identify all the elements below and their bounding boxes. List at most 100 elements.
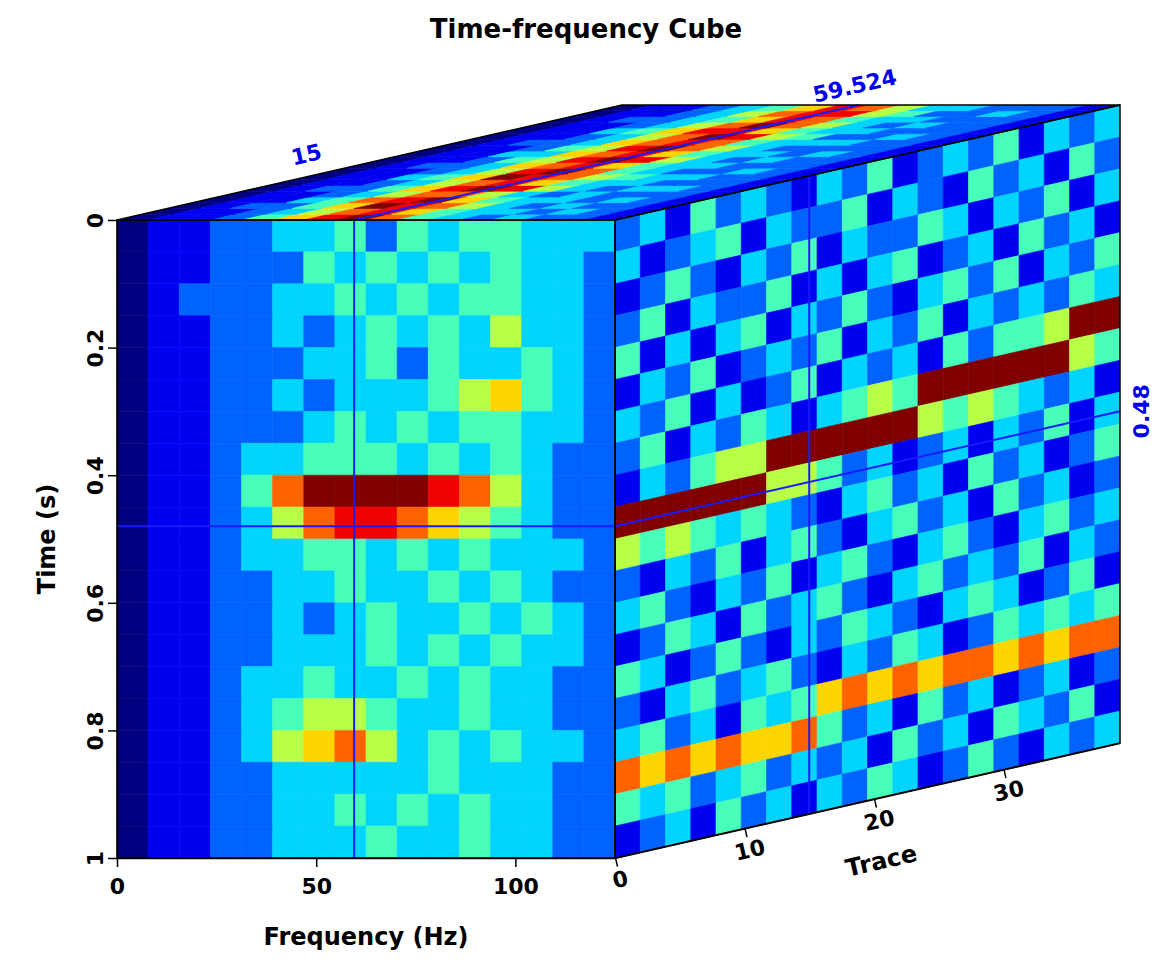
cell bbox=[716, 351, 741, 389]
cell bbox=[366, 316, 397, 348]
cell bbox=[640, 655, 665, 693]
cell bbox=[584, 667, 615, 699]
cell bbox=[817, 423, 842, 461]
cell bbox=[210, 348, 241, 380]
cell bbox=[666, 649, 691, 687]
cell bbox=[943, 714, 968, 752]
cell bbox=[491, 507, 522, 539]
cell bbox=[117, 699, 148, 731]
cell bbox=[994, 288, 1019, 326]
cell bbox=[817, 264, 842, 302]
cell bbox=[273, 507, 304, 539]
tick: 1 bbox=[83, 851, 117, 866]
cell bbox=[491, 252, 522, 284]
cell bbox=[640, 591, 665, 629]
cell bbox=[994, 447, 1019, 485]
cell bbox=[1019, 505, 1044, 543]
cell bbox=[691, 420, 716, 458]
cell bbox=[179, 730, 210, 762]
cell bbox=[522, 380, 553, 412]
cell bbox=[767, 371, 792, 409]
cell bbox=[767, 467, 792, 505]
cell bbox=[304, 411, 335, 443]
face-top bbox=[117, 105, 1120, 220]
cell bbox=[491, 220, 522, 252]
cell bbox=[817, 360, 842, 398]
cell bbox=[210, 475, 241, 507]
cell bbox=[366, 475, 397, 507]
cell bbox=[553, 475, 584, 507]
cell bbox=[716, 702, 741, 740]
cell bbox=[918, 177, 943, 215]
cube-edge bbox=[117, 220, 615, 858]
tick-mark bbox=[117, 858, 119, 867]
cell bbox=[1070, 143, 1095, 181]
cell bbox=[522, 443, 553, 475]
cell bbox=[366, 252, 397, 284]
cell bbox=[553, 794, 584, 826]
cell bbox=[918, 560, 943, 598]
axis-title: Frequency (Hz) bbox=[264, 923, 469, 951]
cell bbox=[691, 707, 716, 745]
cell bbox=[792, 748, 817, 786]
cell bbox=[868, 508, 893, 546]
cell bbox=[615, 661, 640, 699]
cell bbox=[117, 380, 148, 412]
cell bbox=[640, 687, 665, 725]
cell bbox=[522, 284, 553, 316]
cell bbox=[242, 635, 273, 667]
cell bbox=[148, 667, 179, 699]
cell bbox=[1095, 584, 1120, 622]
cell bbox=[868, 444, 893, 482]
cell bbox=[691, 261, 716, 299]
cell bbox=[366, 284, 397, 316]
cell bbox=[491, 411, 522, 443]
cell bbox=[210, 252, 241, 284]
cell bbox=[691, 516, 716, 554]
cell bbox=[148, 794, 179, 826]
cell bbox=[335, 571, 366, 603]
cell bbox=[1070, 238, 1095, 276]
cell bbox=[584, 635, 615, 667]
cell bbox=[459, 507, 490, 539]
cell bbox=[994, 319, 1019, 357]
tick-mark bbox=[108, 858, 117, 860]
cell bbox=[397, 475, 428, 507]
cell bbox=[741, 345, 766, 383]
cell bbox=[304, 252, 335, 284]
cell bbox=[335, 794, 366, 826]
cell bbox=[584, 220, 615, 252]
cell bbox=[242, 252, 273, 284]
cell bbox=[148, 380, 179, 412]
cell bbox=[179, 252, 210, 284]
cell bbox=[179, 699, 210, 731]
tick-mark bbox=[108, 347, 117, 349]
slice-lines bbox=[117, 105, 1120, 858]
cell bbox=[397, 826, 428, 858]
cell bbox=[969, 198, 994, 236]
tick-label: 0 bbox=[610, 866, 630, 894]
cell bbox=[994, 607, 1019, 645]
cell bbox=[459, 699, 490, 731]
cell bbox=[428, 635, 459, 667]
cell bbox=[522, 411, 553, 443]
cell bbox=[1095, 679, 1120, 717]
cell bbox=[969, 421, 994, 459]
cell bbox=[615, 310, 640, 348]
cell bbox=[893, 342, 918, 380]
cell bbox=[817, 647, 842, 685]
tick-label: 20 bbox=[862, 805, 897, 836]
cell bbox=[666, 426, 691, 464]
cell bbox=[691, 548, 716, 586]
cell bbox=[943, 522, 968, 560]
cell bbox=[1044, 531, 1069, 569]
tick: 0.2 bbox=[83, 329, 117, 368]
cell bbox=[304, 220, 335, 252]
cell bbox=[553, 316, 584, 348]
cell bbox=[210, 762, 241, 794]
cell bbox=[1095, 201, 1120, 239]
cell bbox=[428, 348, 459, 380]
cell bbox=[1044, 340, 1069, 378]
cell bbox=[842, 705, 867, 743]
cell bbox=[428, 507, 459, 539]
